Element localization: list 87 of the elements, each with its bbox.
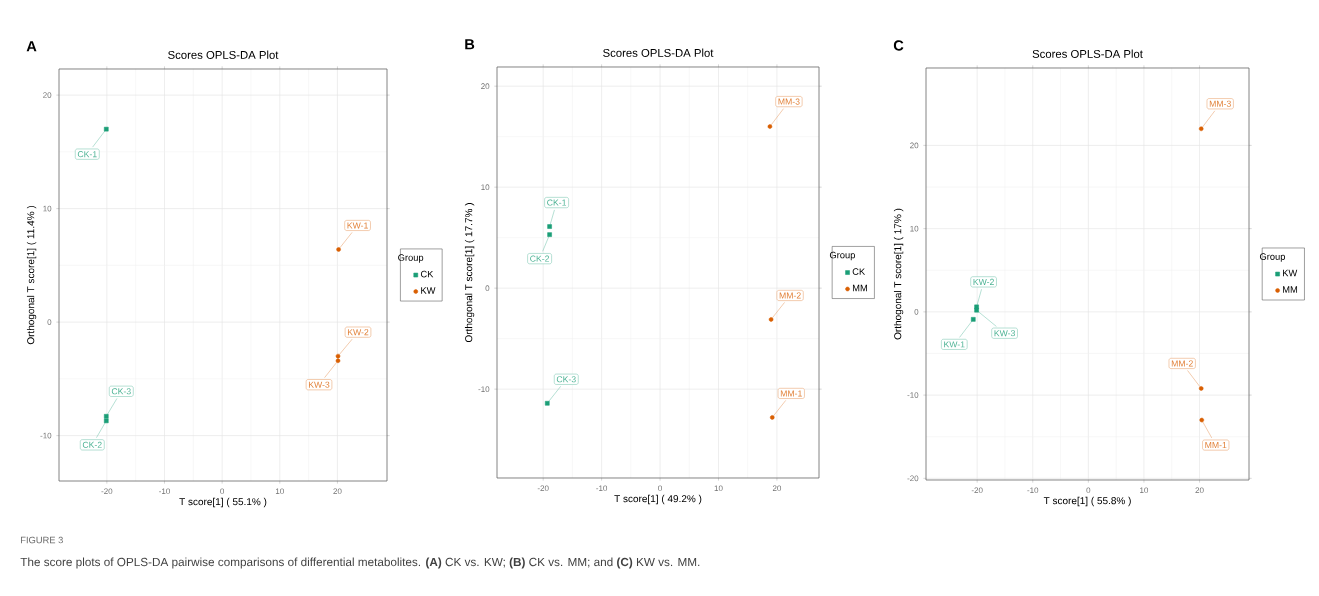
y-tick-label: 0	[485, 285, 490, 291]
y-axis-title: Orthogonal T score[1] ( 17% )	[893, 208, 904, 340]
y-tick-label: -20	[907, 475, 919, 482]
point	[547, 232, 552, 237]
y-axis-title: Orthogonal T score[1] ( 11.4% )	[26, 205, 37, 345]
annotation: MM-3	[778, 98, 800, 105]
x-axis-title: T score[1] ( 49.2% )	[614, 494, 702, 505]
annotation: CK-2	[82, 441, 102, 448]
point	[769, 415, 775, 420]
text: The score plots of OPLS-DA pairwise comparisons of differential metabolites. (A) CK vs. KW; (B) CK vs. MM; and (C) KW vs. MM.	[20, 557, 700, 569]
legend-label: CK	[852, 268, 866, 275]
point	[974, 304, 979, 310]
y-tick-label: 10	[910, 225, 919, 232]
x-tick-label: -20	[971, 487, 983, 494]
x-tick-label: -10	[159, 488, 170, 495]
annotation: KW-3	[308, 381, 330, 388]
text: C	[893, 40, 904, 51]
y-tick-label: 0	[914, 309, 919, 315]
annotation: KW-1	[347, 222, 368, 229]
legend-title: Group	[398, 254, 424, 263]
y-tick-label: 10	[43, 205, 52, 212]
annotation: KW-2	[347, 329, 369, 336]
point	[104, 418, 109, 424]
y-axis-title: Orthogonal T score[1] ( 17.7% )	[464, 203, 475, 343]
x-tick-label: 10	[275, 488, 284, 495]
annotation: CK-1	[547, 199, 567, 206]
point	[767, 124, 773, 129]
legend-title: Group	[829, 251, 855, 261]
point	[1198, 126, 1204, 132]
legend-label: KW	[421, 287, 436, 294]
point	[336, 247, 341, 252]
y-tick-label: -10	[907, 392, 919, 398]
x-tick-label: 0	[1086, 487, 1091, 494]
annotation: KW-3	[994, 330, 1015, 337]
chart-title: Scores OPLS-DA Plot	[1032, 49, 1143, 58]
legend-label: KW	[1283, 269, 1298, 277]
point	[335, 353, 341, 359]
x-tick-label: 20	[333, 488, 342, 495]
legend-label: MM	[852, 284, 867, 292]
text: B	[465, 39, 475, 50]
text: A	[26, 41, 37, 52]
point	[974, 307, 979, 313]
chart-title: Scores OPLS-DA Plot	[168, 50, 279, 59]
annotation: MM-1	[1205, 442, 1227, 449]
y-tick-label: -10	[40, 432, 52, 439]
x-tick-label: 0	[658, 485, 662, 492]
chart-title: Scores OPLS-DA Plot	[603, 48, 714, 57]
caption: FIGURE 3	[21, 536, 63, 544]
legend-label: MM	[1283, 286, 1298, 293]
y-tick-label: 20	[910, 142, 919, 149]
x-tick-label: 20	[772, 485, 782, 492]
point	[104, 126, 109, 132]
x-tick-label: -20	[101, 488, 113, 495]
x-tick-label: -10	[596, 485, 608, 492]
annotation: MM-3	[1209, 100, 1231, 107]
point	[1199, 417, 1205, 423]
y-tick-label: 20	[481, 83, 490, 90]
x-tick-label: 10	[1140, 487, 1149, 494]
legend-title: Group	[1259, 253, 1286, 262]
annotation: CK-3	[111, 388, 131, 395]
annotation: KW-2	[973, 278, 994, 285]
point	[335, 358, 341, 363]
annotation: CK-1	[77, 151, 97, 158]
y-tick-label: -10	[478, 386, 490, 392]
x-tick-label: 20	[1195, 487, 1204, 494]
point	[104, 414, 109, 419]
point	[544, 401, 550, 406]
x-axis-title: T score[1] ( 55.8% )	[1043, 496, 1131, 507]
point	[547, 224, 552, 229]
annotation: CK-2	[530, 255, 550, 262]
point	[1198, 386, 1204, 391]
x-tick-label: -20	[537, 485, 549, 492]
x-tick-label: 10	[714, 485, 723, 492]
point	[971, 317, 976, 322]
point	[768, 317, 774, 322]
annotation: KW-1	[944, 341, 965, 348]
annotation: CK-3	[556, 376, 576, 383]
x-tick-label: -10	[1027, 487, 1039, 494]
y-tick-label: 0	[47, 319, 52, 325]
annotation: MM-1	[780, 390, 802, 397]
annotation: MM-2	[779, 292, 801, 299]
x-axis-title: T score[1] ( 55.1% )	[179, 497, 267, 508]
y-tick-label: 20	[43, 92, 52, 98]
annotation: MM-2	[1171, 360, 1193, 367]
legend-label: CK	[420, 270, 434, 278]
y-tick-label: 10	[481, 184, 490, 190]
x-tick-label: 0	[220, 488, 225, 495]
